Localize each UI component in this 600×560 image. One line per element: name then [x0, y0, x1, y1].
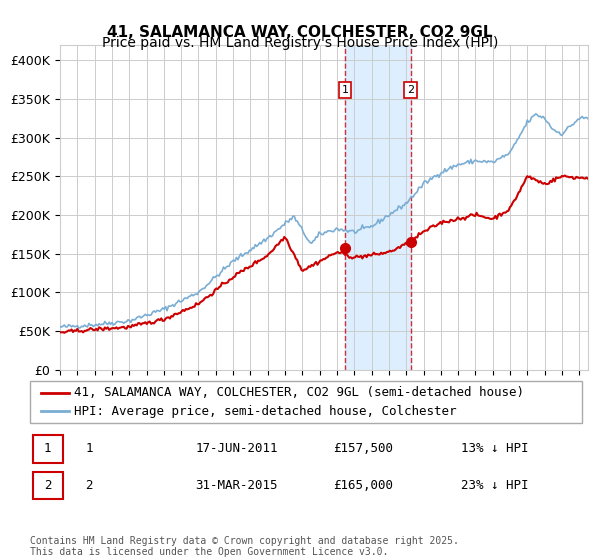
- Text: Contains HM Land Registry data © Crown copyright and database right 2025.
This d: Contains HM Land Registry data © Crown c…: [30, 535, 459, 557]
- Text: 1: 1: [44, 442, 52, 455]
- Text: £165,000: £165,000: [334, 479, 394, 492]
- Text: HPI: Average price, semi-detached house, Colchester: HPI: Average price, semi-detached house,…: [74, 404, 457, 418]
- Text: 1: 1: [85, 442, 93, 455]
- Text: 1: 1: [341, 85, 349, 95]
- Text: 41, SALAMANCA WAY, COLCHESTER, CO2 9GL (semi-detached house): 41, SALAMANCA WAY, COLCHESTER, CO2 9GL (…: [74, 386, 524, 399]
- Text: £157,500: £157,500: [334, 442, 394, 455]
- Text: 2: 2: [44, 479, 52, 492]
- FancyBboxPatch shape: [33, 472, 63, 500]
- Text: 2: 2: [85, 479, 93, 492]
- FancyBboxPatch shape: [30, 381, 582, 423]
- Text: 13% ↓ HPI: 13% ↓ HPI: [461, 442, 528, 455]
- Text: 31-MAR-2015: 31-MAR-2015: [196, 479, 278, 492]
- FancyBboxPatch shape: [33, 435, 63, 463]
- Text: Price paid vs. HM Land Registry's House Price Index (HPI): Price paid vs. HM Land Registry's House …: [102, 36, 498, 50]
- Text: 23% ↓ HPI: 23% ↓ HPI: [461, 479, 528, 492]
- Text: 2: 2: [407, 85, 414, 95]
- Text: 17-JUN-2011: 17-JUN-2011: [196, 442, 278, 455]
- Text: 41, SALAMANCA WAY, COLCHESTER, CO2 9GL: 41, SALAMANCA WAY, COLCHESTER, CO2 9GL: [107, 25, 493, 40]
- Bar: [345, 45, 410, 370]
